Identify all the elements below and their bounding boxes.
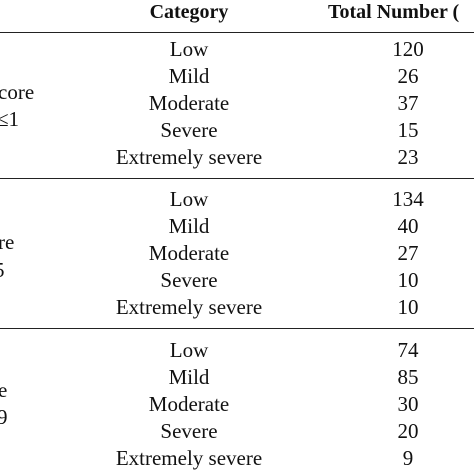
group-3-row-5-category: Extremely severe — [115, 446, 263, 470]
group-1-row-2-category: Mild — [168, 64, 210, 88]
group-1-label-line2: ≤1 — [0, 107, 20, 131]
group-2-row-1-category: Low — [169, 187, 209, 211]
group-2-row-4-category: Severe — [160, 268, 218, 292]
group-2-row-3-category: Moderate — [148, 241, 230, 265]
group-1-row-5-total: 23 — [397, 145, 419, 169]
group-3-row-4-category: Severe — [160, 419, 218, 443]
group-3-label-line2: 9 — [0, 405, 8, 429]
group-1-row-3-category: Moderate — [148, 91, 230, 115]
header-category: Category — [149, 1, 229, 23]
group-1-row-1-category: Low — [169, 37, 209, 61]
group-3-row-2-total: 85 — [397, 365, 419, 389]
group-1-row-2-total: 26 — [397, 64, 419, 88]
group-2-label-line1: re — [0, 230, 15, 254]
group-1-row-4-total: 15 — [397, 118, 419, 142]
group-2-label-line2: 5 — [0, 258, 5, 282]
group-2-row-3-total: 27 — [397, 241, 419, 265]
group-2-row-2-category: Mild — [168, 214, 210, 238]
group-3-row-3-total: 30 — [397, 392, 419, 416]
header-rule — [0, 32, 474, 33]
group-3-row-4-total: 20 — [397, 419, 419, 443]
header-total-number: Total Number ( — [328, 1, 460, 23]
group-3-label-line1: e — [0, 378, 8, 402]
group-2-row-1-total: 134 — [392, 187, 424, 211]
group-3-row-1-total: 74 — [397, 338, 419, 362]
group-1-row-5-category: Extremely severe — [115, 145, 263, 169]
group-1-row-1-total: 120 — [392, 37, 424, 61]
group-3-row-1-category: Low — [169, 338, 209, 362]
group-2-row-5-total: 10 — [397, 295, 419, 319]
group-3-row-3-category: Moderate — [148, 392, 230, 416]
group-1-row-4-category: Severe — [160, 118, 218, 142]
group-1-label-line1: core — [0, 80, 35, 104]
group-3-row-2-category: Mild — [168, 365, 210, 389]
group-2-row-2-total: 40 — [397, 214, 419, 238]
group-2-row-4-total: 10 — [397, 268, 419, 292]
group-1-rule — [0, 178, 474, 179]
group-1-row-3-total: 37 — [397, 91, 419, 115]
group-2-row-5-category: Extremely severe — [115, 295, 263, 319]
group-2-rule — [0, 328, 474, 329]
group-3-row-5-total: 9 — [402, 446, 414, 470]
